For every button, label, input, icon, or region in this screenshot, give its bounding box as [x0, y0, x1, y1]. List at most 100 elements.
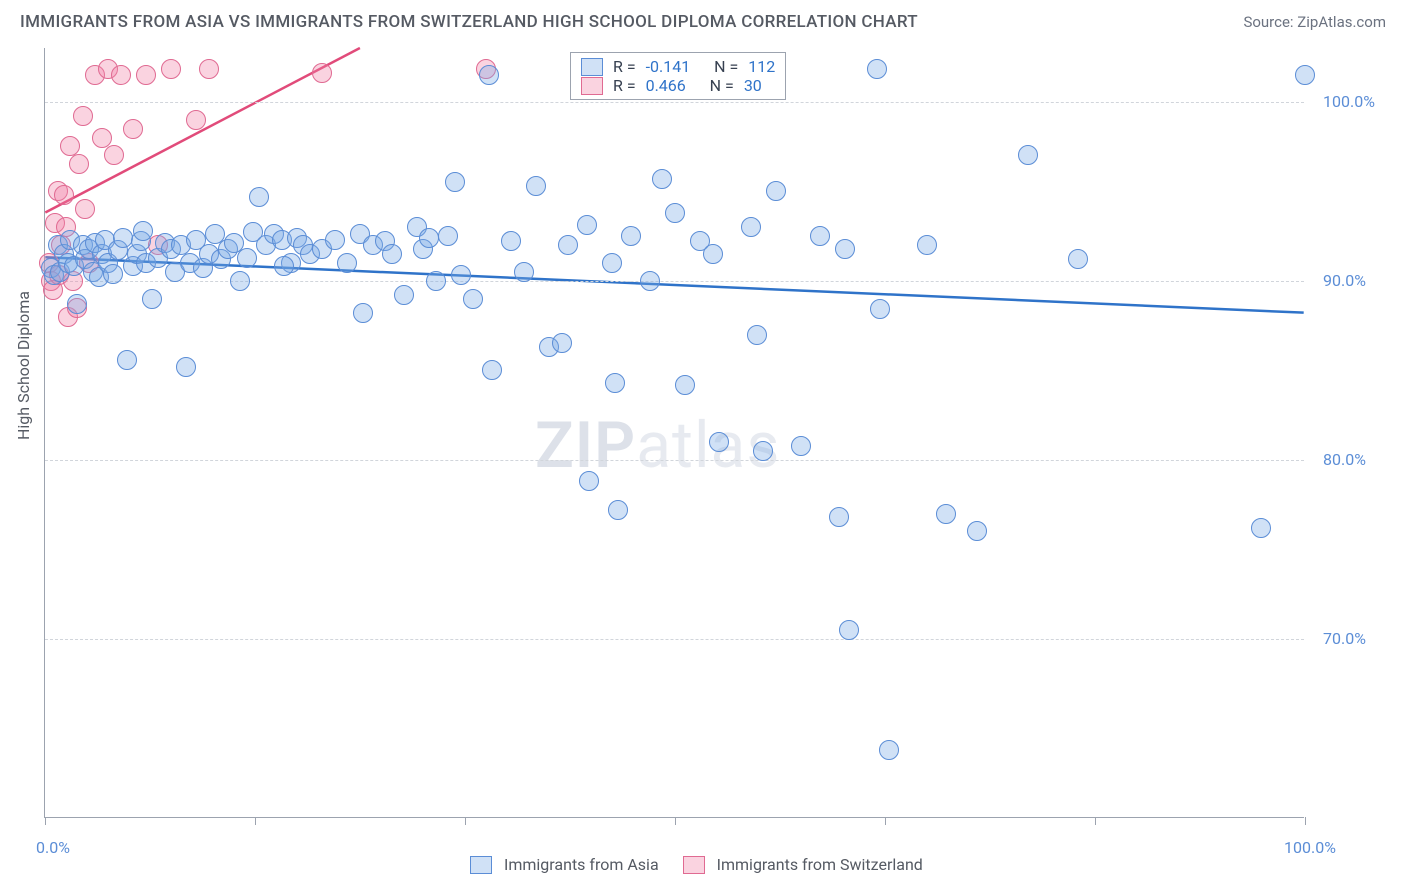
scatter-point-asia [382, 244, 402, 264]
y-tick-label: 70.0% [1323, 629, 1366, 648]
legend-label-switzerland: Immigrants from Switzerland [717, 855, 923, 874]
scatter-point-switzerland [312, 63, 332, 83]
gridline-h [45, 460, 1304, 461]
scatter-point-asia [741, 217, 761, 237]
N-value-asia: 112 [748, 57, 775, 76]
source-name: ZipAtlas.com [1297, 13, 1386, 31]
scatter-point-asia [917, 235, 937, 255]
correlation-legend-box: R = -0.141 N = 112R = 0.466 N = 30 [570, 52, 786, 100]
scatter-point-asia [438, 226, 458, 246]
y-tick-label: 90.0% [1323, 271, 1366, 290]
bottom-legend: Immigrants from Asia Immigrants from Swi… [470, 855, 923, 874]
scatter-point-asia [526, 176, 546, 196]
scatter-point-asia [426, 271, 446, 291]
scatter-point-asia [482, 360, 502, 380]
x-tick [675, 817, 676, 825]
scatter-point-asia [605, 373, 625, 393]
x-tick [1095, 817, 1096, 825]
scatter-point-asia [621, 226, 641, 246]
scatter-point-switzerland [75, 199, 95, 219]
y-tick-label: 100.0% [1323, 92, 1375, 111]
scatter-point-asia [810, 226, 830, 246]
scatter-point-asia [1251, 518, 1271, 538]
scatter-point-switzerland [111, 65, 131, 85]
scatter-point-asia [103, 264, 123, 284]
scatter-point-asia [133, 221, 153, 241]
scatter-point-asia [451, 265, 471, 285]
y-tick-label: 80.0% [1323, 450, 1366, 469]
scatter-point-asia [67, 294, 87, 314]
scatter-point-asia [747, 325, 767, 345]
scatter-point-asia [230, 271, 250, 291]
scatter-point-asia [709, 432, 729, 452]
scatter-point-switzerland [104, 145, 124, 165]
scatter-point-asia [394, 285, 414, 305]
scatter-point-asia [142, 289, 162, 309]
scatter-point-asia [552, 333, 572, 353]
legend-swatch-switzerland [683, 856, 705, 874]
scatter-point-asia [640, 271, 660, 291]
scatter-point-asia [445, 172, 465, 192]
scatter-point-asia [879, 740, 899, 760]
scatter-point-asia [463, 289, 483, 309]
scatter-point-asia [835, 239, 855, 259]
x-tick [465, 817, 466, 825]
scatter-point-switzerland [161, 59, 181, 79]
scatter-point-asia [608, 500, 628, 520]
correlation-swatch-asia [581, 58, 603, 76]
gridline-h [45, 639, 1304, 640]
trend-lines-layer [45, 48, 1304, 817]
scatter-point-asia [274, 256, 294, 276]
N-label: N = [714, 57, 742, 76]
N-label: N = [710, 76, 738, 95]
scatter-point-asia [514, 262, 534, 282]
scatter-point-asia [791, 436, 811, 456]
R-value-asia: -0.141 [646, 57, 691, 76]
scatter-point-asia [1018, 145, 1038, 165]
scatter-point-asia [558, 235, 578, 255]
R-value-switzerland: 0.466 [646, 76, 686, 95]
scatter-point-asia [675, 375, 695, 395]
chart-source: Source: ZipAtlas.com [1243, 13, 1386, 31]
scatter-point-asia [753, 441, 773, 461]
legend-label-asia: Immigrants from Asia [504, 855, 659, 874]
chart-plot-area: ZIPatlas 70.0%80.0%90.0%100.0%R = -0.141… [44, 48, 1304, 818]
scatter-point-asia [867, 59, 887, 79]
scatter-point-asia [703, 244, 723, 264]
x-tick [45, 817, 46, 825]
scatter-point-asia [870, 299, 890, 319]
scatter-point-asia [249, 187, 269, 207]
scatter-point-switzerland [123, 119, 143, 139]
scatter-point-switzerland [186, 110, 206, 130]
correlation-row-switzerland: R = 0.466 N = 30 [581, 76, 775, 95]
scatter-point-asia [337, 253, 357, 273]
scatter-point-asia [501, 231, 521, 251]
scatter-point-asia [967, 521, 987, 541]
source-prefix: Source: [1243, 13, 1297, 31]
scatter-point-asia [652, 169, 672, 189]
scatter-point-asia [665, 203, 685, 223]
scatter-point-asia [353, 303, 373, 323]
correlation-swatch-switzerland [581, 77, 603, 95]
legend-swatch-asia [470, 856, 492, 874]
scatter-point-asia [839, 620, 859, 640]
legend-item-asia: Immigrants from Asia [470, 855, 659, 874]
x-tick-label-first: 0.0% [36, 838, 70, 857]
gridline-h [45, 102, 1304, 103]
R-label: R = [613, 57, 640, 76]
scatter-point-switzerland [136, 65, 156, 85]
scatter-point-asia [1295, 65, 1315, 85]
scatter-point-switzerland [69, 154, 89, 174]
scatter-point-asia [117, 350, 137, 370]
scatter-point-switzerland [73, 106, 93, 126]
N-value-switzerland: 30 [744, 76, 762, 95]
scatter-point-asia [936, 504, 956, 524]
scatter-point-asia [602, 253, 622, 273]
scatter-point-asia [829, 507, 849, 527]
scatter-point-asia [237, 248, 257, 268]
correlation-row-asia: R = -0.141 N = 112 [581, 57, 775, 76]
scatter-point-asia [577, 215, 597, 235]
scatter-point-asia [479, 65, 499, 85]
y-axis-label: High School Diploma [14, 291, 33, 440]
x-tick [885, 817, 886, 825]
